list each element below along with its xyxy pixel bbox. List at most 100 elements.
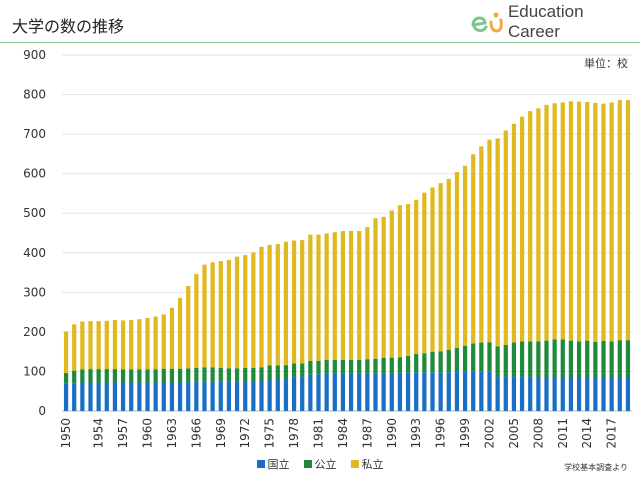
- y-tick-label: 0: [38, 404, 46, 418]
- bar-segment: [112, 369, 118, 383]
- bar-segment: [446, 372, 451, 411]
- x-tick-label: 1972: [238, 418, 252, 449]
- bar-segment: [479, 371, 484, 411]
- x-tick-label: 2005: [507, 418, 521, 449]
- bar-segment: [357, 373, 362, 411]
- logo-text: Education Career: [507, 2, 584, 41]
- bar-segment: [291, 363, 297, 377]
- bar-segment: [291, 240, 297, 364]
- bar-segment: [471, 154, 476, 344]
- bar-segment: [137, 369, 142, 383]
- bar-segment: [275, 244, 280, 366]
- bar-segment: [161, 368, 166, 383]
- unit-label: 単位：校: [584, 57, 628, 70]
- bar-segment: [593, 341, 598, 377]
- bar-segment: [218, 367, 223, 382]
- bar-segment: [422, 372, 427, 411]
- bar-segment: [120, 320, 126, 370]
- bar-segment: [430, 187, 435, 352]
- bar-segment: [593, 102, 598, 342]
- bar-segment: [80, 382, 85, 411]
- x-tick-label: 1954: [92, 418, 106, 449]
- bar-segment: [389, 373, 394, 411]
- bar-segment: [528, 376, 533, 411]
- bar-segment: [340, 231, 346, 360]
- bar-segment: [308, 360, 313, 375]
- bar-segment: [88, 321, 93, 370]
- bar-segment: [373, 218, 378, 359]
- logo[interactable]: Education Career: [470, 2, 640, 41]
- bar-segment: [332, 232, 337, 360]
- bar-segment: [625, 376, 631, 411]
- bar-segment: [218, 381, 223, 411]
- bar-segment: [63, 331, 69, 374]
- bar-segment: [438, 351, 443, 373]
- bar-segment: [544, 104, 549, 341]
- bar-segment: [430, 372, 435, 411]
- bar-segment: [186, 382, 191, 411]
- bar-segment: [104, 369, 109, 383]
- bar-segment: [324, 233, 329, 360]
- bar-segment: [348, 359, 354, 374]
- bar-segment: [552, 376, 557, 411]
- bar-segment: [186, 368, 191, 383]
- bar-segment: [414, 372, 419, 411]
- bar-segment: [243, 255, 248, 368]
- bar-segment: [226, 381, 232, 411]
- x-tick-label: 1966: [189, 418, 203, 449]
- bar-segment: [210, 381, 215, 411]
- header-divider: [0, 42, 640, 43]
- bar-segment: [145, 318, 150, 370]
- bar-segment: [267, 378, 272, 411]
- bar-segment: [63, 373, 69, 384]
- x-tick-label: 1963: [165, 418, 179, 449]
- bar-segment: [308, 374, 313, 411]
- bar-segment: [544, 376, 549, 411]
- bar-segment: [267, 244, 272, 366]
- legend-item-public: 公立: [303, 456, 337, 472]
- bar-segment: [177, 297, 183, 369]
- bar-segment: [153, 316, 158, 370]
- legend-label-private: 私立: [361, 458, 384, 471]
- bar-segment: [161, 382, 166, 411]
- x-tick-label: 1990: [385, 418, 399, 449]
- bar-segment: [454, 172, 460, 348]
- bar-segment: [487, 342, 492, 372]
- bar-segment: [88, 382, 93, 411]
- bar-segment: [430, 351, 435, 373]
- x-tick-label: 2002: [483, 418, 497, 449]
- bar-segment: [365, 227, 370, 360]
- legend-item-national: 国立: [256, 456, 290, 472]
- bar-segment: [560, 339, 565, 377]
- bar-segment: [397, 372, 403, 411]
- bar-segment: [194, 367, 199, 382]
- bar-segment: [503, 130, 508, 345]
- x-tick-label: 1993: [409, 418, 423, 449]
- bar-segment: [576, 101, 582, 342]
- legend-swatch-national: [256, 460, 265, 468]
- bar-segment: [72, 383, 77, 411]
- bar-segment: [568, 376, 574, 411]
- bar-segment: [617, 100, 622, 341]
- bar-segment: [389, 357, 394, 374]
- x-tick-label: 1975: [263, 418, 277, 449]
- x-tick-label: 1960: [141, 418, 155, 449]
- legend-label-national: 国立: [267, 458, 290, 471]
- bar-segment: [462, 345, 468, 372]
- bar-segment: [226, 259, 232, 369]
- bar-segment: [405, 372, 411, 411]
- bar-segment: [552, 339, 557, 377]
- bar-segment: [291, 376, 297, 411]
- bar-segment: [552, 103, 557, 340]
- x-tick-label: 1987: [360, 418, 374, 449]
- bar-segment: [373, 358, 378, 374]
- bar-segment: [471, 343, 476, 372]
- bar-segment: [446, 178, 451, 350]
- bar-segment: [210, 262, 215, 368]
- bar-segment: [169, 307, 175, 369]
- bar-segment: [487, 371, 492, 411]
- bar-segment: [202, 367, 207, 382]
- bar-segment: [226, 368, 232, 382]
- bar-segment: [340, 359, 346, 374]
- x-tick-label: 1981: [312, 418, 326, 449]
